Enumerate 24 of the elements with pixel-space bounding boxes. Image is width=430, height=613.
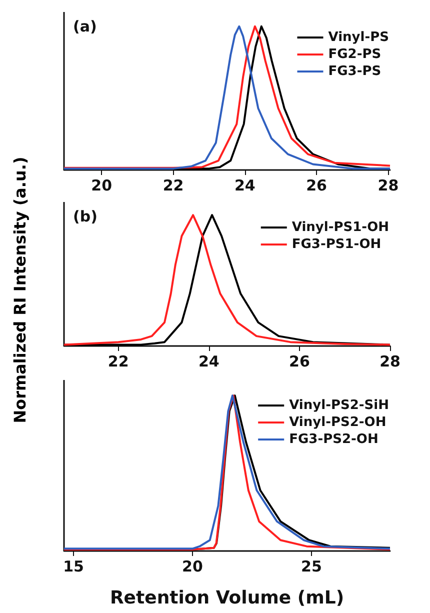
legend-label: Vinyl-PS2-SiH <box>289 398 390 413</box>
legend-label: FG3-PS2-OH <box>289 432 378 447</box>
x-tick-label: 26 <box>306 176 327 194</box>
x-tick-label: 25 <box>301 558 322 576</box>
x-tick-label: 20 <box>91 176 112 194</box>
x-tick-label: 15 <box>63 558 84 576</box>
legend-label: Vinyl-PS1-OH <box>292 220 390 235</box>
x-tick-label: 22 <box>108 352 129 370</box>
x-tick-label: 28 <box>380 352 400 370</box>
chart-title: (a) <box>73 18 97 36</box>
legend-label: FG3-PS1-OH <box>292 237 382 252</box>
x-tick-label: 22 <box>162 176 184 194</box>
chart-title: (b) <box>73 208 98 226</box>
x-tick-label: 28 <box>378 176 399 194</box>
legend-label: Vinyl-PS2-OH <box>289 415 386 430</box>
x-tick-label: 26 <box>289 352 310 370</box>
x-tick-label: 24 <box>234 176 256 194</box>
x-axis-title: Retention Volume (mL) <box>110 588 344 608</box>
y-axis-title: Normalized RI Intensity (a.u.) <box>10 156 30 424</box>
x-tick-label: 24 <box>198 352 220 370</box>
legend-label: FG3-PS <box>328 64 382 79</box>
x-tick-label: 20 <box>182 558 203 576</box>
legend-label: Vinyl-PS <box>328 30 390 45</box>
legend-label: FG2-PS <box>328 47 382 62</box>
